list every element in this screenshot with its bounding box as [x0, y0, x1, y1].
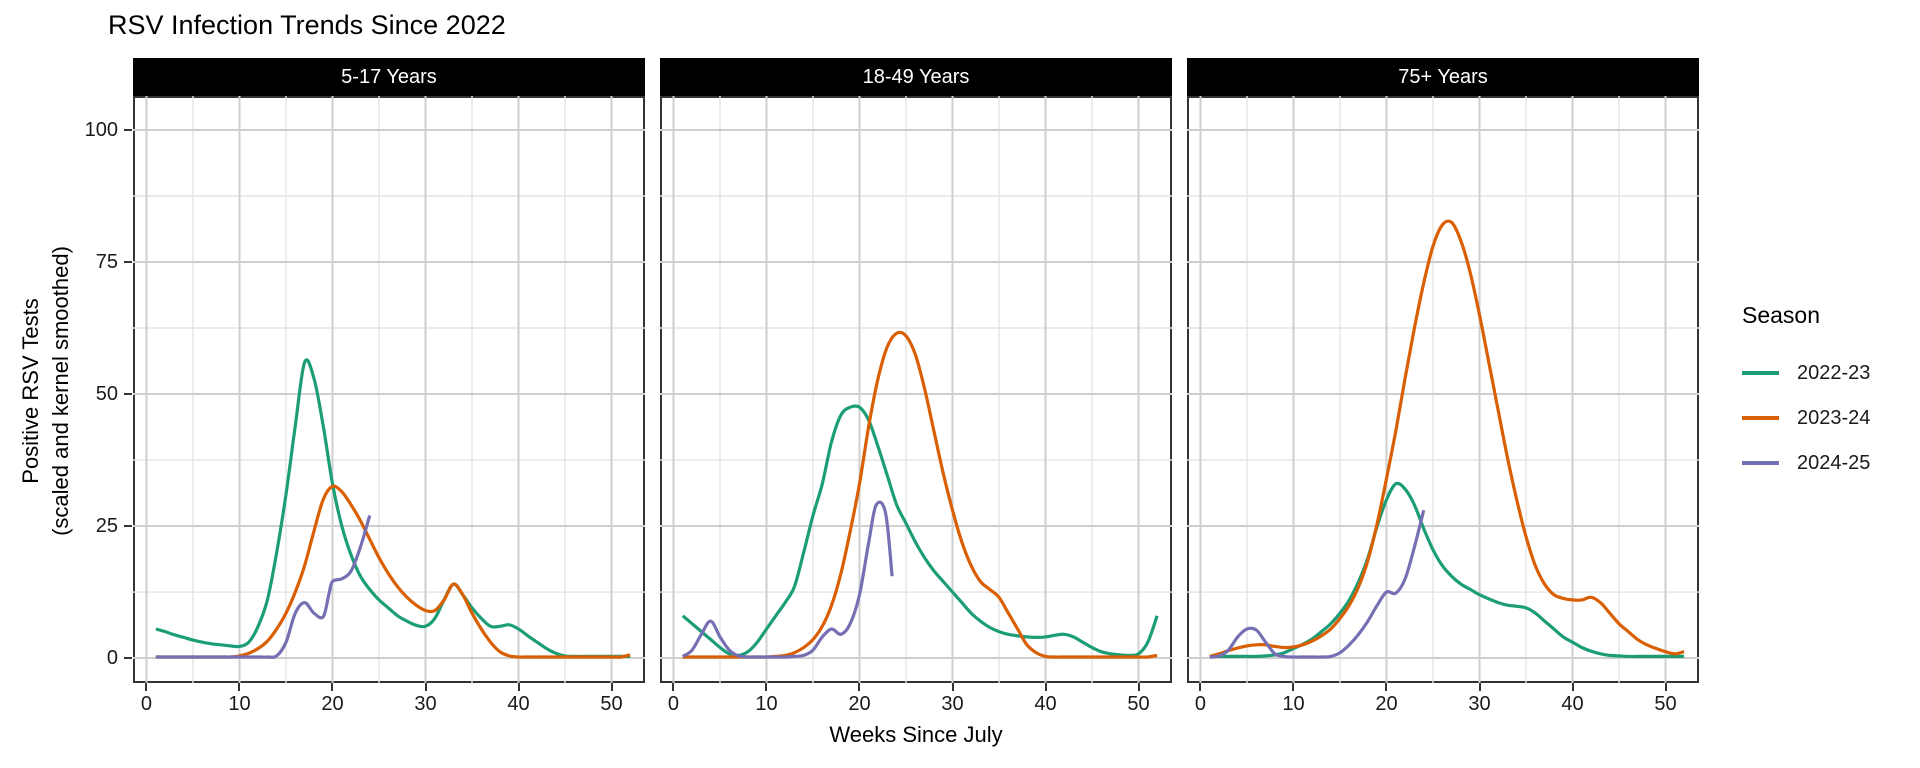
x-tick-mark	[951, 683, 954, 691]
y-tick-mark	[124, 261, 132, 263]
x-tick-label: 50	[1654, 693, 1677, 715]
facet-plot-3	[1187, 96, 1699, 683]
facet-plot-svg-2	[660, 96, 1172, 683]
legend-entry-label: 2024-25	[1797, 451, 1871, 474]
facet-panel-1: 5-17 Years	[133, 58, 645, 683]
legend: Season 2022-23 2023-24 2024-25	[1742, 302, 1870, 477]
legend-line-swatch	[1742, 416, 1779, 420]
x-tick-mark	[145, 683, 148, 691]
series-line-2023-24	[155, 484, 631, 659]
x-tick-mark	[517, 683, 520, 691]
legend-entry-label: 2023-24	[1797, 406, 1871, 429]
x-tick-mark	[1385, 683, 1388, 691]
legend-title: Season	[1742, 302, 1821, 328]
x-tick-label: 10	[228, 693, 251, 715]
x-tick-label: 0	[140, 693, 153, 715]
x-tick-mark	[238, 683, 241, 691]
facet-strip-3: 75+ Years	[1187, 58, 1699, 96]
series-line-2022-23	[155, 358, 631, 659]
x-tick-label: 40	[507, 693, 530, 715]
chart-title: RSV Infection Trends Since 2022	[108, 10, 506, 40]
x-tick-label: 50	[1127, 693, 1150, 715]
x-tick-label: 10	[755, 693, 778, 715]
x-tick-label: 0	[1194, 693, 1207, 715]
facet-strip-2: 18-49 Years	[660, 58, 1172, 96]
x-tick-mark	[672, 683, 675, 691]
legend-entry-2024-25: 2024-25	[1742, 449, 1870, 477]
y-tick-mark	[124, 657, 132, 660]
x-tick-mark	[1664, 683, 1667, 691]
y-tick-mark	[124, 393, 132, 395]
y-tick-label: 0	[106, 647, 118, 670]
x-tick-mark	[1571, 683, 1574, 691]
x-tick-mark	[1292, 683, 1295, 691]
x-tick-mark	[1044, 683, 1047, 691]
series-line-2024-25	[1209, 509, 1426, 659]
x-tick-mark	[1478, 683, 1481, 691]
x-tick-mark	[610, 683, 613, 691]
y-tick-label: 25	[95, 515, 118, 538]
legend-line-swatch	[1742, 461, 1779, 465]
series-line-2022-23	[681, 404, 1159, 658]
legend-entry-2022-23: 2022-23	[1742, 359, 1870, 387]
x-tick-mark	[331, 683, 334, 691]
x-tick-mark	[1199, 683, 1202, 691]
y-tick-label: 100	[84, 119, 118, 141]
facet-plot-2	[660, 96, 1172, 683]
y-tick-label: 75	[95, 251, 118, 273]
legend-line-swatch	[1742, 371, 1779, 375]
x-tick-label: 30	[941, 693, 964, 715]
x-tick-label: 20	[848, 693, 871, 715]
x-tick-label: 10	[1282, 693, 1305, 715]
x-tick-mark	[858, 683, 861, 691]
x-tick-label: 30	[1468, 693, 1491, 715]
x-tick-label: 30	[414, 693, 437, 715]
facet-plot-svg-1	[133, 96, 645, 683]
facet-plot-svg-3	[1187, 96, 1699, 683]
facet-panel-3: 75+ Years	[1187, 58, 1699, 683]
facet-plot-1	[133, 96, 645, 683]
series-line-2023-24	[682, 330, 1158, 659]
x-tick-label: 50	[600, 693, 623, 715]
x-tick-label: 40	[1034, 693, 1057, 715]
series-line-2024-25	[155, 515, 372, 659]
x-tick-label: 0	[667, 693, 680, 715]
legend-entry-label: 2022-23	[1797, 361, 1871, 384]
legend-entry-2023-24: 2023-24	[1742, 404, 1870, 432]
series-line-2024-25	[681, 500, 894, 659]
x-tick-label: 40	[1561, 693, 1584, 715]
series-line-2022-23	[1209, 481, 1685, 659]
facet-panel-2: 18-49 Years	[660, 58, 1172, 683]
facet-strip-1: 5-17 Years	[133, 58, 645, 96]
series-line-2023-24	[1209, 219, 1685, 658]
x-tick-label: 20	[321, 693, 344, 715]
y-tick-mark	[124, 525, 132, 528]
x-tick-mark	[1137, 683, 1140, 691]
y-axis-title-line1: Positive RSV Tests	[18, 298, 43, 484]
x-tick-mark	[424, 683, 427, 691]
y-tick-mark	[124, 129, 132, 131]
x-tick-mark	[765, 683, 768, 691]
x-axis-title: Weeks Since July	[829, 722, 1003, 747]
x-tick-label: 20	[1375, 693, 1398, 715]
y-tick-label: 50	[95, 383, 118, 405]
